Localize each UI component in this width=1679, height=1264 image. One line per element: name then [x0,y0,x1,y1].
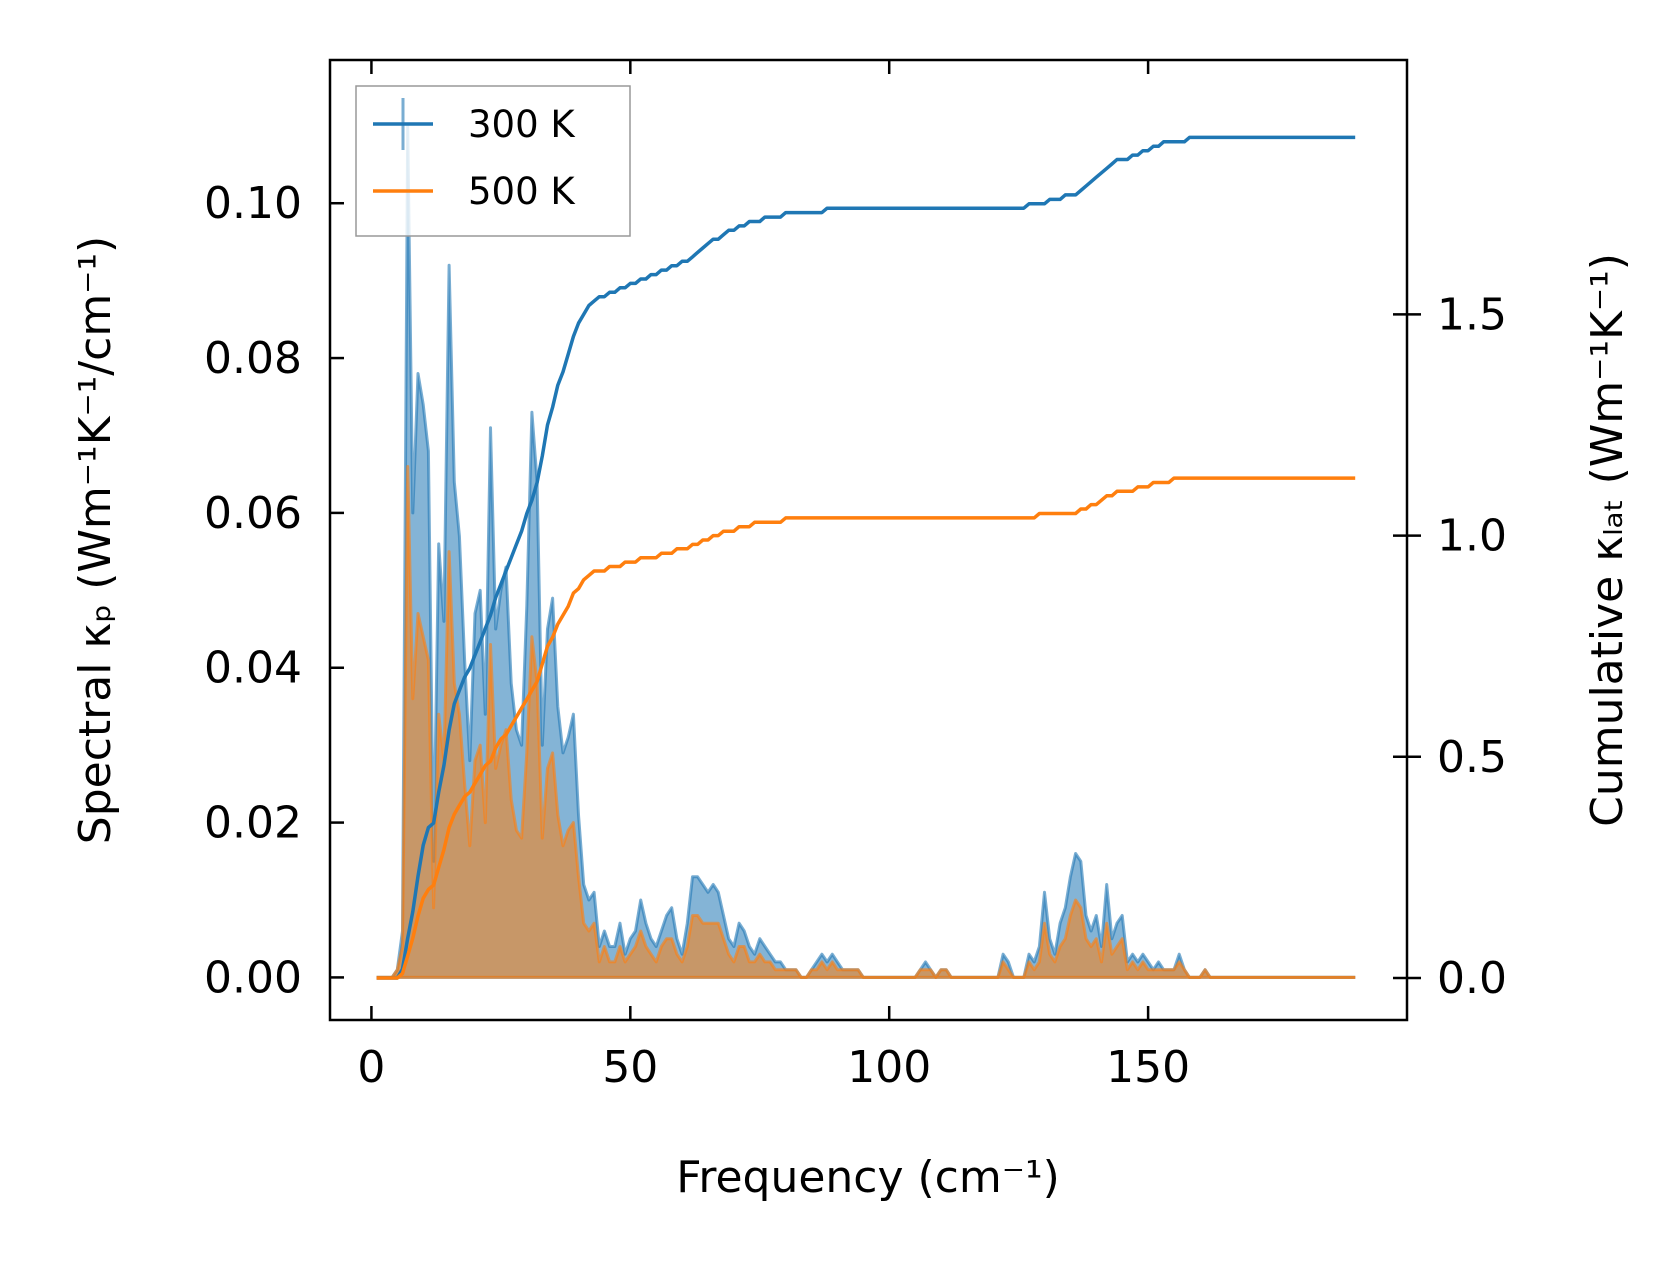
right-y-tick-label: 1.0 [1437,511,1507,562]
right-y-tick-label: 0.5 [1437,732,1507,783]
legend: 300 K 500 K [355,85,631,237]
left-y-tick-label: 0.02 [204,798,302,849]
right-y-tick-label: 0.0 [1437,953,1507,1004]
cumulative-line-300k [376,135,1356,980]
left-y-tick-label: 0.10 [204,178,302,229]
x-axis-label: Frequency (cm⁻¹) [676,1152,1060,1203]
left-y-tick-label: 0.06 [204,488,302,539]
series-lines [376,135,1356,980]
cumulative-line-500k [376,476,1356,980]
legend-label-300k: 300 K [468,103,576,146]
right-y-axis-label: Cumulative κₗₐₜ (Wm⁻¹K⁻¹) [1582,253,1633,827]
spectral-fill-500k [376,466,1356,978]
left-y-tick-label: 0.00 [204,952,302,1003]
left-y-axis-label: Spectral κₚ (Wm⁻¹K⁻¹/cm⁻¹) [70,236,121,844]
x-tick-label: 50 [602,1042,658,1093]
x-tick-label: 100 [847,1042,931,1093]
spectral-fills [376,124,1356,979]
x-tick-label: 0 [357,1042,385,1093]
legend-label-500k: 500 K [468,170,576,213]
left-y-tick-label: 0.08 [204,333,302,384]
axis-ticks: 0 50 100 150 0.00 0.02 0.04 0.06 0.08 0.10 0.0 0.5 1… [204,60,1507,1093]
x-tick-label: 150 [1106,1042,1190,1093]
left-y-tick-label: 0.04 [204,643,302,694]
right-y-tick-label: 1.5 [1437,289,1507,340]
plot-frame [328,58,1409,1022]
